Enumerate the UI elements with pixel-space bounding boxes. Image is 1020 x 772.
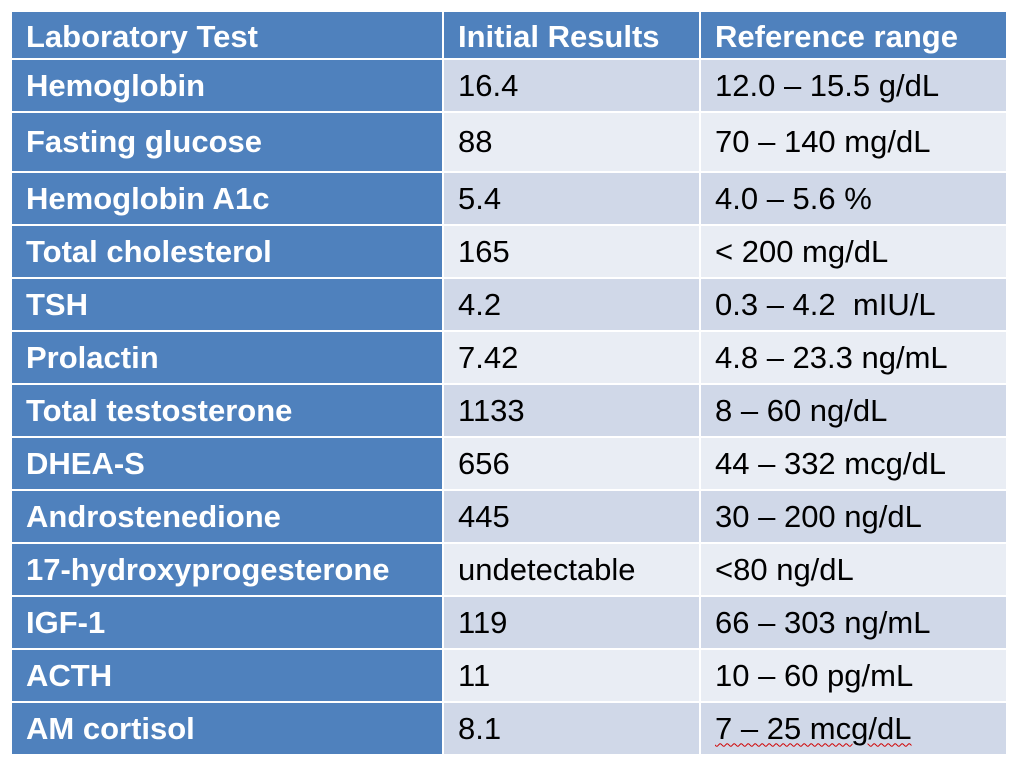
table-row: Fasting glucose 88 70 – 140 mg/dL (10, 111, 1008, 173)
table-row: IGF-1 119 66 – 303 ng/mL (10, 595, 1008, 650)
reference-cell: 70 – 140 mg/dL (699, 111, 1008, 173)
test-name-cell: Hemoglobin (10, 58, 444, 113)
reference-cell: 10 – 60 pg/mL (699, 648, 1008, 703)
test-name-cell: AM cortisol (10, 701, 444, 756)
table-row: 17-hydroxyprogesterone undetectable <80 … (10, 542, 1008, 597)
result-cell: 11 (442, 648, 701, 703)
reference-cell: 4.8 – 23.3 ng/mL (699, 330, 1008, 385)
table-row: Prolactin 7.42 4.8 – 23.3 ng/mL (10, 330, 1008, 385)
result-cell: 7.42 (442, 330, 701, 385)
test-name-cell: 17-hydroxyprogesterone (10, 542, 444, 597)
result-cell: 165 (442, 224, 701, 279)
reference-cell: 8 – 60 ng/dL (699, 383, 1008, 438)
result-cell: 1133 (442, 383, 701, 438)
reference-cell: 30 – 200 ng/dL (699, 489, 1008, 544)
reference-cell: 7 – 25 mcg/dL (699, 701, 1008, 756)
table-row: AM cortisol 8.1 7 – 25 mcg/dL (10, 701, 1008, 756)
lab-results-table-container: Laboratory Test Initial Results Referenc… (10, 10, 1008, 756)
spellcheck-flagged-text: 7 – 25 mcg/dL (715, 710, 912, 746)
result-cell: 88 (442, 111, 701, 173)
result-cell: 16.4 (442, 58, 701, 113)
table-row: DHEA-S 656 44 – 332 mcg/dL (10, 436, 1008, 491)
reference-cell: 12.0 – 15.5 g/dL (699, 58, 1008, 113)
result-cell: 656 (442, 436, 701, 491)
table-row: Androstenedione 445 30 – 200 ng/dL (10, 489, 1008, 544)
table-row: ACTH 11 10 – 60 pg/mL (10, 648, 1008, 703)
table-row: Hemoglobin 16.4 12.0 – 15.5 g/dL (10, 58, 1008, 113)
reference-cell: 0.3 – 4.2 mIU/L (699, 277, 1008, 332)
lab-results-table: Laboratory Test Initial Results Referenc… (10, 10, 1008, 756)
reference-cell: 4.0 – 5.6 % (699, 171, 1008, 226)
reference-cell: <80 ng/dL (699, 542, 1008, 597)
table-row: Total testosterone 1133 8 – 60 ng/dL (10, 383, 1008, 438)
test-name-cell: Total testosterone (10, 383, 444, 438)
header-laboratory-test: Laboratory Test (10, 10, 444, 60)
result-cell: 119 (442, 595, 701, 650)
result-cell: 445 (442, 489, 701, 544)
test-name-cell: DHEA-S (10, 436, 444, 491)
test-name-cell: IGF-1 (10, 595, 444, 650)
table-row: Total cholesterol 165 < 200 mg/dL (10, 224, 1008, 279)
reference-cell: 44 – 332 mcg/dL (699, 436, 1008, 491)
test-name-cell: Fasting glucose (10, 111, 444, 173)
result-cell: undetectable (442, 542, 701, 597)
result-cell: 8.1 (442, 701, 701, 756)
reference-cell: < 200 mg/dL (699, 224, 1008, 279)
test-name-cell: ACTH (10, 648, 444, 703)
result-cell: 4.2 (442, 277, 701, 332)
header-reference-range: Reference range (699, 10, 1008, 60)
table-row: TSH 4.2 0.3 – 4.2 mIU/L (10, 277, 1008, 332)
test-name-cell: Total cholesterol (10, 224, 444, 279)
test-name-cell: Prolactin (10, 330, 444, 385)
reference-cell: 66 – 303 ng/mL (699, 595, 1008, 650)
test-name-cell: TSH (10, 277, 444, 332)
header-row: Laboratory Test Initial Results Referenc… (10, 10, 1008, 60)
header-initial-results: Initial Results (442, 10, 701, 60)
table-row: Hemoglobin A1c 5.4 4.0 – 5.6 % (10, 171, 1008, 226)
test-name-cell: Hemoglobin A1c (10, 171, 444, 226)
result-cell: 5.4 (442, 171, 701, 226)
test-name-cell: Androstenedione (10, 489, 444, 544)
